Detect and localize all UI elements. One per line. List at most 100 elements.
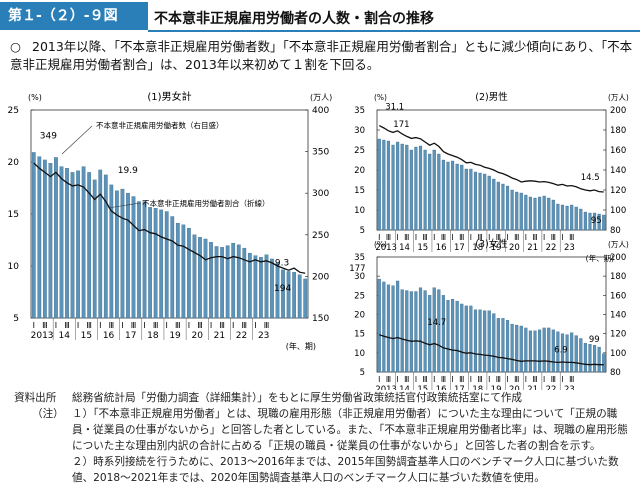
bar [437,289,441,373]
bar [510,323,514,373]
bar [209,242,213,319]
quarter-label: Ⅲ [514,375,519,384]
line-start-label: 19.9 [118,166,138,176]
year-label: 23 [564,385,575,390]
bar [103,174,108,319]
ratio-line [33,162,306,274]
bar-start-label: 171 [393,120,409,130]
bar [565,334,569,373]
bar [203,238,208,319]
quarter-label: Ⅰ [470,233,472,242]
quarter-label: Ⅲ [219,321,225,330]
left-tick-label: 15 [354,186,365,196]
bar [565,205,569,231]
left-tick-label: 30 [354,126,365,136]
year-label: 15 [417,243,428,253]
quarter-label: Ⅲ [569,375,574,384]
lead-body: 2013年以降、「不本意非正規雇用労働者数」「不本意非正規雇用労働者割合」ともに… [10,39,633,72]
bar [37,156,42,319]
quarter-label: Ⅲ [514,233,519,242]
bar [87,172,92,319]
chart-title: (2)男性 [475,91,508,103]
year-label: 21 [214,331,225,341]
bar [579,208,583,231]
quarter-label: Ⅲ [131,321,137,330]
quarter-label: Ⅰ [561,233,563,242]
year-label: 16 [103,331,115,341]
bar [292,272,297,319]
chart-panel-3: (3)女性 (%) (万人) 35 30 25 20 15 10 5 200 180 160 140 120… [349,238,629,390]
bar [588,344,592,373]
bar [469,305,473,373]
bar [259,257,263,319]
ratio-line [378,125,604,193]
notes: 資料出所 総務省統計局「労働力調査（詳細集計）」をもとに厚生労働省政策統括官付政… [14,390,634,486]
bar [120,188,125,319]
bar [528,196,532,231]
source-label: 資料出所 [14,392,57,404]
bar [487,175,491,231]
bar [31,152,36,319]
bar [533,197,537,231]
year-label: 14 [59,331,71,341]
quarter-label: Ⅲ [423,233,428,242]
bar [432,287,436,373]
bar [303,278,308,319]
quarter-label: Ⅰ [525,233,527,242]
right-tick-label: 160 [610,291,626,301]
year-label: 19 [491,385,502,390]
bar [478,309,482,373]
year-label: 16 [436,243,447,253]
bar [510,189,514,231]
quarter-label: Ⅰ [143,321,145,330]
bar [556,331,560,373]
bar [131,196,136,319]
quarter-label: Ⅰ [232,321,234,330]
bar [428,295,432,373]
bar [198,237,202,319]
bar [281,269,285,319]
quarter-label: Ⅲ [64,321,70,330]
right-tick-label: 300 [312,189,329,199]
right-unit: (万人) [608,93,629,102]
bar [560,333,565,373]
quarter-label: Ⅰ [488,233,490,242]
bar [377,278,381,373]
quarter-label: Ⅰ [99,321,101,330]
bar [405,290,409,373]
year-label: 22 [236,331,247,341]
bar [70,172,75,319]
bar [153,208,158,319]
quarter-label: Ⅰ [543,375,545,384]
bar [386,140,391,231]
bar [418,287,423,373]
bar [396,280,400,373]
bar [187,227,191,319]
quarter-label: Ⅰ [561,375,563,384]
bar [570,332,574,373]
year-label: 20 [191,331,203,341]
year-label: 19 [491,243,502,253]
bar [137,201,141,319]
bar [181,224,186,319]
bar [428,153,432,231]
bar [473,171,478,231]
ratio-line [379,334,604,366]
quarter-label: Ⅲ [109,321,115,330]
bar [396,141,400,231]
bar [574,206,578,231]
year-label: 17 [454,385,465,390]
quarter-label: Ⅰ [506,233,508,242]
right-unit: (万人) [310,93,332,102]
chart-title: (1)男女計 [147,90,191,103]
quarter-label: Ⅲ [551,233,556,242]
right-tick-label: 100 [610,206,626,216]
quarter-label: Ⅰ [433,375,435,384]
left-tick-label: 35 [354,106,365,116]
year-label: 20 [509,385,520,390]
right-unit: (万人) [608,240,629,249]
year-label: 17 [454,243,465,253]
year-label: 21 [527,385,538,390]
bar [592,345,597,373]
left-unit: (%) [374,240,387,249]
